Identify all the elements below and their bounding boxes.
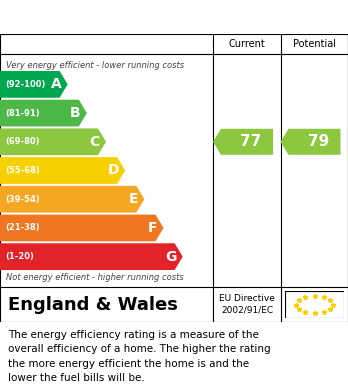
Polygon shape: [280, 129, 340, 155]
Text: Potential: Potential: [293, 39, 336, 49]
Text: (92-100): (92-100): [5, 80, 45, 89]
Polygon shape: [0, 186, 144, 213]
Text: EU Directive
2002/91/EC: EU Directive 2002/91/EC: [219, 294, 275, 314]
Text: Energy Efficiency Rating: Energy Efficiency Rating: [8, 9, 229, 25]
Text: (55-68): (55-68): [5, 166, 40, 175]
Text: Very energy efficient - lower running costs: Very energy efficient - lower running co…: [6, 61, 184, 70]
Text: F: F: [148, 221, 158, 235]
Text: E: E: [129, 192, 138, 206]
Text: A: A: [51, 77, 62, 91]
Polygon shape: [0, 71, 68, 98]
Text: B: B: [70, 106, 81, 120]
Text: (21-38): (21-38): [5, 223, 40, 232]
Text: G: G: [165, 249, 177, 264]
Text: (69-80): (69-80): [5, 137, 40, 146]
Text: C: C: [90, 135, 100, 149]
Text: The energy efficiency rating is a measure of the
overall efficiency of a home. T: The energy efficiency rating is a measur…: [8, 330, 271, 383]
Polygon shape: [0, 100, 87, 126]
Text: Current: Current: [229, 39, 266, 49]
Polygon shape: [213, 129, 273, 155]
Text: (39-54): (39-54): [5, 195, 40, 204]
Text: (81-91): (81-91): [5, 109, 40, 118]
Text: 77: 77: [240, 134, 262, 149]
Polygon shape: [0, 243, 183, 270]
Text: Not energy efficient - higher running costs: Not energy efficient - higher running co…: [6, 273, 184, 283]
Text: England & Wales: England & Wales: [8, 296, 178, 314]
Text: 79: 79: [308, 134, 329, 149]
Text: (1-20): (1-20): [5, 252, 34, 261]
Polygon shape: [0, 128, 106, 155]
Polygon shape: [0, 157, 125, 184]
Text: D: D: [108, 163, 119, 178]
Polygon shape: [0, 215, 164, 241]
